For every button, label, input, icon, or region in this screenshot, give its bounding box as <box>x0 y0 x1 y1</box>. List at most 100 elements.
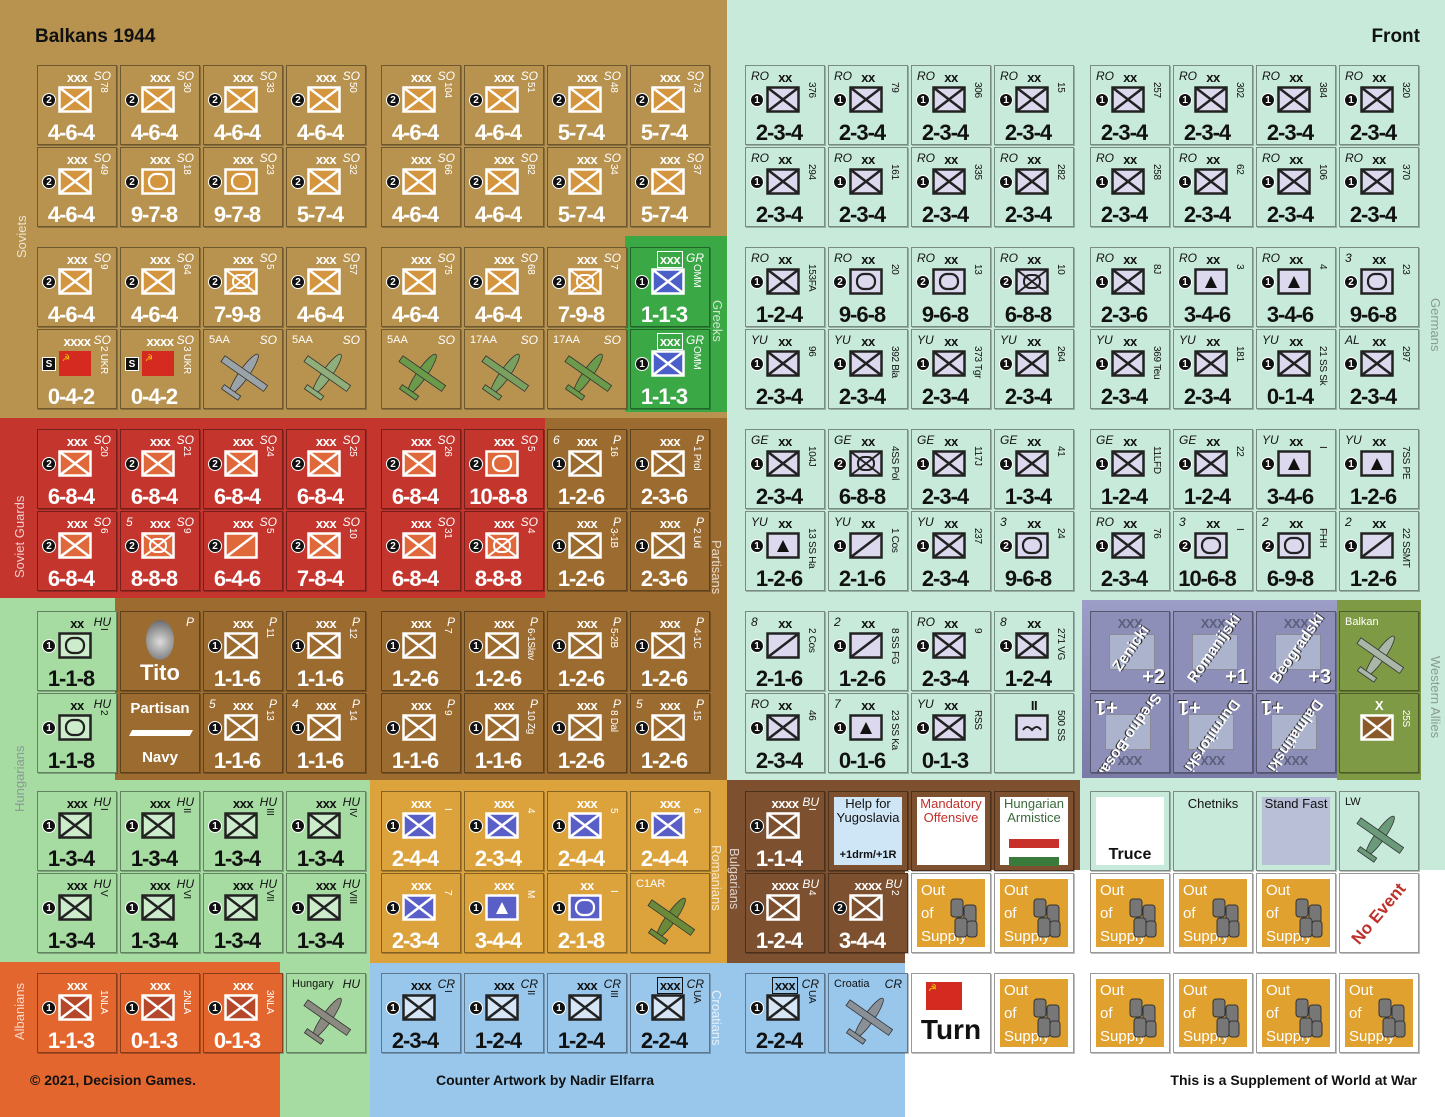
unit-counter[interactable]: xxxx BU 2 2 3-4-4 <box>828 873 908 953</box>
unit-counter[interactable]: xxx SO 2 78 4-6-4 <box>37 65 117 145</box>
unit-counter[interactable]: xxx SO 2 18 9-7-8 <box>120 147 200 227</box>
unit-counter[interactable]: 8 xx 1 2 Cos 2-1-6 <box>745 611 825 691</box>
unit-counter[interactable]: RO xx 1 302 2-3-4 <box>1173 65 1253 145</box>
leader-counter[interactable]: P Tito <box>120 611 200 691</box>
unit-counter[interactable]: xxx P 1 6-1Slav 1-2-6 <box>464 611 544 691</box>
unit-counter[interactable]: xxx 1 7 2-3-4 <box>381 873 461 953</box>
brigade-counter[interactable]: XXX Zenicki +2 <box>1090 611 1170 691</box>
unit-counter[interactable]: xxx SO 2 21 6-8-4 <box>120 429 200 509</box>
unit-counter[interactable]: RO xx 1 376 2-3-4 <box>745 65 825 145</box>
unit-counter[interactable]: xxx SO 2 64 4-6-4 <box>120 247 200 327</box>
event-counter[interactable]: Help for Yugoslavia +1drm/+1R <box>828 791 908 871</box>
unit-counter[interactable]: xxxx SO S ☭ 2 UKR 0-4-2 <box>37 329 117 409</box>
unit-counter[interactable]: YU xx 1 1 Cos 2-1-6 <box>828 511 908 591</box>
air-unit-counter[interactable]: Balkan <box>1339 611 1419 691</box>
unit-counter[interactable]: YU xx 1 I 3-4-6 <box>1256 429 1336 509</box>
unit-counter[interactable]: RO xx 1 282 2-3-4 <box>994 147 1074 227</box>
air-unit-counter[interactable]: Hungary HU <box>286 973 366 1053</box>
unit-counter[interactable]: xxx 1 2NLA 0-1-3 <box>120 973 200 1053</box>
unit-counter[interactable]: RO xx 1 294 2-3-4 <box>745 147 825 227</box>
unit-counter[interactable]: xxx SO 2 6 6-8-4 <box>37 511 117 591</box>
unit-counter[interactable]: xxx SO 2 20 6-8-4 <box>37 429 117 509</box>
unit-counter[interactable]: RO xx 1 79 2-3-4 <box>828 65 908 145</box>
air-unit-counter[interactable]: 17AA SO <box>547 329 627 409</box>
out-of-supply-marker[interactable]: Out of Supply <box>1339 973 1419 1053</box>
unit-counter[interactable]: xx HU 1 I 1-1-8 <box>37 611 117 691</box>
unit-counter[interactable]: xxx P 1 2 Ud 2-3-6 <box>630 511 710 591</box>
out-of-supply-marker[interactable]: Out of Supply <box>1090 873 1170 953</box>
unit-counter[interactable]: xxxx SO S ☭ 3 UKR 0-4-2 <box>120 329 200 409</box>
unit-counter[interactable]: X 25S <box>1339 693 1419 773</box>
unit-counter[interactable]: 3 xx 2 24 9-6-8 <box>994 511 1074 591</box>
unit-counter[interactable]: 3 xx 2 I 10-6-8 <box>1173 511 1253 591</box>
unit-counter[interactable]: 2 xx 1 8 SS FG 1-2-6 <box>828 611 908 691</box>
unit-counter[interactable]: 3 xx 2 23 9-6-8 <box>1339 247 1419 327</box>
event-counter[interactable]: Stand Fast <box>1256 791 1336 871</box>
unit-counter[interactable]: RO xx 2 20 9-6-8 <box>828 247 908 327</box>
unit-counter[interactable]: xxx SO 2 5 7-9-8 <box>203 247 283 327</box>
unit-counter[interactable]: AL xx 1 297 2-3-4 <box>1339 329 1419 409</box>
air-unit-counter[interactable]: Croatia CR <box>828 973 908 1053</box>
unit-counter[interactable]: xxx SO 2 51 4-6-4 <box>464 65 544 145</box>
out-of-supply-marker[interactable]: Out of Supply <box>1090 973 1170 1053</box>
unit-counter[interactable]: RO xx 1 62 2-3-4 <box>1173 147 1253 227</box>
unit-counter[interactable]: xxx HU 1 VII 1-3-4 <box>203 873 283 953</box>
unit-counter[interactable]: 4 xxx P 1 14 1-1-6 <box>286 693 366 773</box>
unit-counter[interactable]: 2 xx 1 22 SSMT 1-2-6 <box>1339 511 1419 591</box>
unit-counter[interactable]: xxx SO 2 82 4-6-4 <box>464 147 544 227</box>
unit-counter[interactable]: RO xx 1 370 2-3-4 <box>1339 147 1419 227</box>
unit-counter[interactable]: xxx SO 2 24 6-8-4 <box>203 429 283 509</box>
unit-counter[interactable]: xxx HU 1 IV 1-3-4 <box>286 791 366 871</box>
unit-counter[interactable]: 5 xxx P 1 15 1-2-6 <box>630 693 710 773</box>
unit-counter[interactable]: YU xx 1 369 Teu 2-3-4 <box>1090 329 1170 409</box>
unit-counter[interactable]: xxx 1 4 2-3-4 <box>464 791 544 871</box>
unit-counter[interactable]: RO xx 1 320 2-3-4 <box>1339 65 1419 145</box>
unit-counter[interactable]: xxx SO 2 4 8-8-8 <box>464 511 544 591</box>
event-counter[interactable]: Truce <box>1090 791 1170 871</box>
air-unit-counter[interactable]: 5AA SO <box>381 329 461 409</box>
air-unit-counter[interactable]: 17AA SO <box>464 329 544 409</box>
unit-counter[interactable]: GE xx 1 11LFD 1-2-4 <box>1090 429 1170 509</box>
unit-counter[interactable]: RO xx 1 257 2-3-4 <box>1090 65 1170 145</box>
unit-counter[interactable]: 7 xx 1 23 SS Ka 0-1-6 <box>828 693 908 773</box>
unit-counter[interactable]: GE xx 1 104J 2-3-4 <box>745 429 825 509</box>
unit-counter[interactable]: xxx HU 1 III 1-3-4 <box>203 791 283 871</box>
unit-counter[interactable]: xxx CR 1 I 2-3-4 <box>381 973 461 1053</box>
unit-counter[interactable]: xxx P 1 5-2B 1-2-6 <box>547 611 627 691</box>
event-counter[interactable]: Hungarian Armistice <box>994 791 1074 871</box>
unit-counter[interactable]: YU xx 1 7SS PE 1-2-6 <box>1339 429 1419 509</box>
unit-counter[interactable]: xxx P 1 8 Dal 1-2-6 <box>547 693 627 773</box>
unit-counter[interactable]: xxx SO 2 25 6-8-4 <box>286 429 366 509</box>
unit-counter[interactable]: YU xx 1 237 2-3-4 <box>911 511 991 591</box>
unit-counter[interactable]: RO xx 1 306 2-3-4 <box>911 65 991 145</box>
unit-counter[interactable]: xxx SO 2 9 4-6-4 <box>37 247 117 327</box>
unit-counter[interactable]: xxx HU 1 VIII 1-3-4 <box>286 873 366 953</box>
unit-counter[interactable]: xxx P 1 4-1C 1-2-6 <box>630 611 710 691</box>
unit-counter[interactable]: xx 1 I 2-1-8 <box>547 873 627 953</box>
unit-counter[interactable]: xxx P 1 11 1-1-6 <box>203 611 283 691</box>
unit-counter[interactable]: xxxx BU 1 4 1-2-4 <box>745 873 825 953</box>
unit-counter[interactable]: xxx GR 1 OMM 1-1-3 <box>630 329 710 409</box>
unit-counter[interactable]: xxx SO 2 57 4-6-4 <box>286 247 366 327</box>
unit-counter[interactable]: xxx SO 2 31 6-8-4 <box>381 511 461 591</box>
out-of-supply-marker[interactable]: Out of Supply <box>1173 873 1253 953</box>
out-of-supply-marker[interactable]: Out of Supply <box>994 973 1074 1053</box>
air-unit-counter[interactable]: C1AR <box>630 873 710 953</box>
brigade-counter[interactable]: XXX Durmitorski +1 <box>1173 693 1253 773</box>
unit-counter[interactable]: xxx SO 2 26 6-8-4 <box>381 429 461 509</box>
out-of-supply-marker[interactable]: Out of Supply <box>1173 973 1253 1053</box>
unit-counter[interactable]: RO xx 1 9 2-3-4 <box>911 611 991 691</box>
unit-counter[interactable]: YU xx 1 13 SS Ha 1-2-6 <box>745 511 825 591</box>
unit-counter[interactable]: xxx SO 2 104 4-6-4 <box>381 65 461 145</box>
unit-counter[interactable]: xxx 1 6 2-4-4 <box>630 791 710 871</box>
unit-counter[interactable]: 2 xx 2 FHH 6-9-8 <box>1256 511 1336 591</box>
unit-counter[interactable]: GE xx 1 22 1-2-4 <box>1173 429 1253 509</box>
unit-counter[interactable]: YU xx 1 96 2-3-4 <box>745 329 825 409</box>
unit-counter[interactable]: xxx 1 3NLA 0-1-3 <box>203 973 283 1053</box>
unit-counter[interactable]: xxx HU 1 II 1-3-4 <box>120 791 200 871</box>
unit-counter[interactable]: xxx P 1 1 Prol 2-3-6 <box>630 429 710 509</box>
unit-counter[interactable]: RO xx 1 15 2-3-4 <box>994 65 1074 145</box>
unit-counter[interactable]: xxx SO 2 30 4-6-4 <box>120 65 200 145</box>
unit-counter[interactable]: xxx P 1 7 1-2-6 <box>381 611 461 691</box>
out-of-supply-marker[interactable]: Out of Supply <box>1256 973 1336 1053</box>
